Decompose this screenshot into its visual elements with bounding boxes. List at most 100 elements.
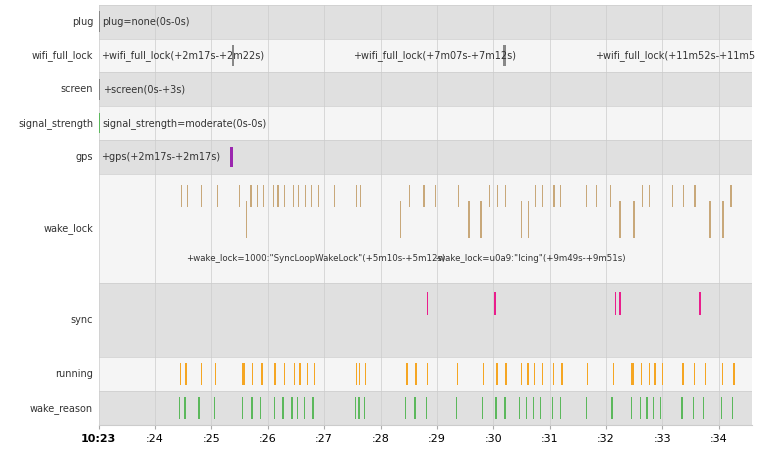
Bar — [619, 201, 621, 238]
Bar — [654, 363, 656, 385]
Bar — [293, 363, 295, 385]
Bar — [181, 185, 182, 207]
Bar — [505, 363, 507, 385]
Bar — [414, 397, 416, 419]
Bar — [456, 397, 458, 419]
Bar — [649, 185, 651, 207]
Bar — [703, 397, 704, 419]
Bar — [299, 363, 301, 385]
Bar — [215, 363, 216, 385]
Bar — [257, 185, 258, 207]
Bar — [672, 185, 673, 207]
Bar — [489, 185, 490, 207]
Text: gps: gps — [76, 152, 93, 162]
Bar — [365, 363, 366, 385]
Bar — [494, 292, 496, 316]
Bar — [359, 363, 360, 385]
Bar — [261, 363, 263, 385]
Text: screen: screen — [61, 85, 93, 94]
Bar — [99, 79, 100, 99]
Bar — [631, 363, 634, 385]
Bar — [723, 201, 724, 238]
Bar — [239, 185, 240, 207]
Bar — [559, 397, 561, 419]
Text: +wake_lock=1000:"SyncLoopWakeLock"(+5m10s-+5m12s): +wake_lock=1000:"SyncLoopWakeLock"(+5m10… — [186, 254, 445, 263]
Bar — [661, 363, 663, 385]
Bar — [705, 363, 706, 385]
Bar — [612, 397, 613, 419]
Bar — [722, 363, 724, 385]
Bar — [542, 185, 543, 207]
Bar — [180, 363, 181, 385]
Bar — [201, 185, 202, 207]
Bar — [415, 363, 416, 385]
Bar — [360, 185, 362, 207]
Bar — [334, 185, 335, 207]
Bar — [534, 363, 535, 385]
Bar — [521, 363, 522, 385]
Bar — [585, 397, 587, 419]
Text: sync: sync — [71, 315, 93, 325]
Text: +screen(0s-+3s): +screen(0s-+3s) — [103, 85, 185, 94]
Bar — [560, 185, 562, 207]
Bar — [291, 397, 293, 419]
Bar — [277, 185, 279, 207]
Bar — [610, 185, 611, 207]
Text: +wifi_full_lock(+2m17s-+2m22s): +wifi_full_lock(+2m17s-+2m22s) — [101, 50, 264, 61]
Bar — [198, 397, 200, 419]
Text: -wake_lock=u0a9:"Icing"(+9m49s-+9m51s): -wake_lock=u0a9:"Icing"(+9m49s-+9m51s) — [435, 254, 626, 263]
Bar — [99, 73, 752, 106]
Bar — [540, 397, 541, 419]
Bar — [527, 363, 529, 385]
Bar — [458, 185, 459, 207]
Bar — [640, 397, 641, 419]
Bar — [521, 201, 522, 238]
Bar — [709, 201, 711, 238]
Bar — [99, 5, 752, 38]
Bar — [596, 185, 597, 207]
Bar — [653, 397, 654, 419]
Bar — [699, 292, 701, 316]
Bar — [217, 185, 218, 207]
Bar — [553, 185, 555, 207]
Bar — [553, 363, 554, 385]
Bar — [274, 363, 276, 385]
Bar — [356, 363, 357, 385]
Text: signal_strength: signal_strength — [18, 118, 93, 129]
Bar — [405, 397, 407, 419]
Bar — [356, 185, 357, 207]
Bar — [542, 363, 543, 385]
Text: wifi_full_lock: wifi_full_lock — [32, 50, 93, 61]
Bar — [503, 45, 505, 66]
Bar — [311, 185, 312, 207]
Bar — [426, 363, 428, 385]
Bar — [730, 185, 732, 207]
Bar — [613, 363, 614, 385]
Bar — [214, 397, 215, 419]
Bar — [619, 292, 621, 316]
Bar — [585, 185, 587, 207]
Bar — [99, 106, 752, 140]
Bar — [561, 363, 562, 385]
Bar — [99, 140, 752, 174]
Bar — [642, 185, 643, 207]
Bar — [423, 185, 425, 207]
Bar — [615, 292, 616, 316]
Bar — [242, 363, 245, 385]
Bar — [252, 363, 253, 385]
Bar — [245, 201, 247, 238]
Bar — [457, 363, 458, 385]
Bar — [185, 363, 187, 385]
Bar — [314, 363, 315, 385]
Bar — [528, 201, 530, 238]
Bar — [230, 147, 233, 167]
Bar — [298, 185, 299, 207]
Bar — [99, 174, 752, 283]
Bar — [552, 397, 553, 419]
Text: wake_lock: wake_lock — [43, 223, 93, 234]
Bar — [284, 185, 285, 207]
Bar — [250, 185, 252, 207]
Bar — [732, 397, 733, 419]
Bar — [305, 185, 306, 207]
Text: +wifi_full_lock(+7m07s-+7m12s): +wifi_full_lock(+7m07s-+7m12s) — [353, 50, 517, 61]
